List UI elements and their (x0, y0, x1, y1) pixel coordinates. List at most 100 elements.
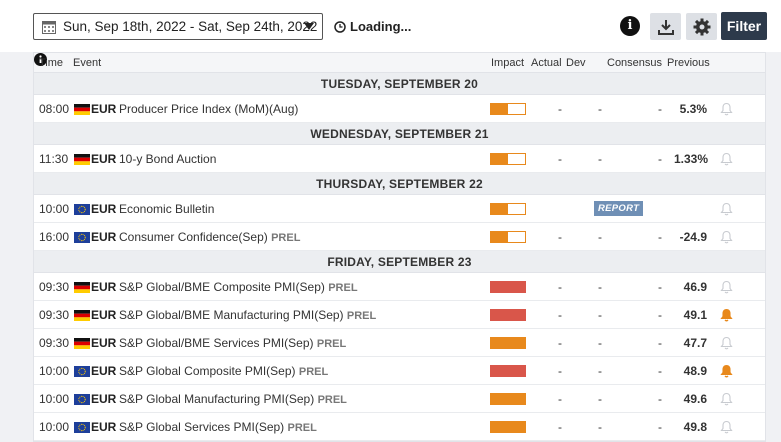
impact-bar (490, 203, 526, 215)
economic-calendar-table: Time Event Impact Actual Dev Consensus P… (33, 52, 766, 442)
eu-flag-icon (74, 232, 90, 243)
event-name[interactable]: S&P Global/BME Services PMI(Sep) PREL (119, 336, 346, 350)
table-row[interactable]: 11:30 EUR 10-y Bond Auction - - -1.33% (34, 145, 765, 173)
germany-flag-icon (74, 310, 90, 321)
event-time: 09:30 (39, 308, 70, 322)
germany-flag-icon (74, 154, 90, 165)
event-name[interactable]: S&P Global/BME Manufacturing PMI(Sep) PR… (119, 308, 376, 322)
day-header: WEDNESDAY, SEPTEMBER 21 (34, 123, 765, 145)
consensus-value: - (658, 364, 662, 378)
currency-code: EUR (91, 230, 117, 244)
dev-value: - (598, 336, 602, 350)
bell-icon[interactable] (720, 230, 733, 244)
header-event[interactable]: Event (73, 57, 102, 69)
previous-value: 5.3% (679, 102, 707, 116)
header-previous[interactable]: Previous (667, 57, 710, 69)
bell-icon[interactable] (720, 102, 733, 116)
bell-active-icon[interactable] (720, 308, 733, 322)
header-time[interactable]: Time (39, 57, 64, 69)
event-title[interactable]: Producer Price Index (MoM)(Aug) (119, 102, 299, 116)
actual-value: - (558, 336, 562, 350)
impact-bar (490, 421, 526, 433)
loading-text: Loading... (350, 19, 412, 34)
currency-code: EUR (91, 392, 117, 406)
event-name[interactable]: S&P Global/BME Composite PMI(Sep) PREL (119, 280, 358, 294)
impact-bar (490, 281, 526, 293)
prel-badge: PREL (298, 366, 329, 378)
event-time: 10:00 (39, 202, 70, 216)
germany-flag-icon (74, 338, 90, 349)
actual-value: - (558, 102, 562, 116)
actual-value: - (558, 230, 562, 244)
impact-bar (490, 365, 526, 377)
table-row[interactable]: 09:30 EUR S&P Global/BME Composite PMI(Sep… (34, 273, 765, 301)
bell-icon[interactable] (720, 202, 733, 216)
header-actual[interactable]: Actual (531, 57, 562, 69)
table-row[interactable]: 09:30 EUR S&P Global/BME Manufacturing PMI… (34, 301, 765, 329)
event-name[interactable]: 10-y Bond Auction (119, 152, 216, 166)
previous-value: 49.6 (683, 392, 707, 406)
table-row[interactable]: 08:00 EUR Producer Price Index (MoM)(Aug) -… (34, 95, 765, 123)
event-title[interactable]: Economic Bulletin (119, 202, 215, 216)
download-icon (657, 19, 674, 35)
currency-code: EUR (91, 102, 117, 116)
consensus-value: - (658, 392, 662, 406)
table-row[interactable]: 10:00 EUR S&P Global Services PMI(Sep) PRE… (34, 413, 765, 441)
day-header: FRIDAY, SEPTEMBER 23 (34, 251, 765, 273)
currency-code: EUR (91, 280, 117, 294)
settings-button[interactable] (686, 13, 717, 40)
previous-value: 46.9 (683, 280, 707, 294)
filter-button[interactable]: Filter (721, 12, 767, 40)
prel-badge: PREL (287, 422, 317, 434)
event-title[interactable]: 10-y Bond Auction (119, 152, 217, 166)
actual-value: - (558, 364, 562, 378)
bell-icon[interactable] (720, 420, 733, 434)
event-name[interactable]: Consumer Confidence(Sep) PREL (119, 230, 300, 244)
event-time: 10:00 (39, 420, 70, 434)
event-title[interactable]: S&P Global Manufacturing PMI(Sep) (119, 392, 315, 406)
event-title[interactable]: S&P Global Services PMI(Sep) (119, 420, 285, 434)
table-row[interactable]: 10:00 EUR S&P Global Composite PMI(Sep) PR… (34, 357, 765, 385)
bell-active-icon[interactable] (720, 364, 733, 378)
day-header: TUESDAY, SEPTEMBER 20 (34, 73, 765, 95)
currency-code: EUR (91, 308, 117, 322)
actual-value: - (558, 420, 562, 434)
info-icon[interactable] (34, 53, 47, 66)
event-title[interactable]: S&P Global Composite PMI(Sep) (119, 364, 296, 378)
event-title[interactable]: S&P Global/BME Composite PMI(Sep) (119, 280, 325, 294)
currency-code: EUR (91, 336, 117, 350)
previous-value: 47.7 (683, 336, 707, 350)
table-row[interactable]: 10:00 EUR S&P Global Manufacturing PMI(Sep… (34, 385, 765, 413)
bell-icon[interactable] (720, 336, 733, 350)
event-name[interactable]: S&P Global Services PMI(Sep) PREL (119, 420, 317, 434)
header-consensus[interactable]: Consensus (607, 57, 663, 69)
bell-icon[interactable] (720, 280, 733, 294)
header-impact[interactable]: Impact (491, 57, 525, 69)
consensus-value: - (658, 102, 662, 116)
event-name[interactable]: Producer Price Index (MoM)(Aug) (119, 102, 298, 116)
consensus-value: - (658, 308, 662, 322)
prel-badge: PREL (346, 310, 377, 322)
actual-value: - (558, 392, 562, 406)
table-row[interactable]: 16:00 EUR Consumer Confidence(Sep) PREL - - -… (34, 223, 765, 251)
info-button[interactable]: i (620, 16, 640, 36)
event-title[interactable]: S&P Global/BME Manufacturing PMI(Sep) (119, 308, 344, 322)
impact-fill (491, 282, 525, 292)
download-button[interactable] (650, 13, 681, 40)
table-row[interactable]: 09:30 EUR S&P Global/BME Services PMI(Sep)… (34, 329, 765, 357)
calendar-icon (42, 20, 56, 34)
event-name[interactable]: Economic Bulletin (119, 202, 214, 216)
event-title[interactable]: S&P Global/BME Services PMI(Sep) (119, 336, 314, 350)
date-range-picker[interactable]: Sun, Sep 18th, 2022 - Sat, Sep 24th, 202… (33, 13, 323, 40)
bell-icon[interactable] (720, 392, 733, 406)
table-row[interactable]: 10:00 EUR Economic Bulletin REPORT (34, 195, 765, 223)
event-title[interactable]: Consumer Confidence(Sep) (119, 230, 268, 244)
date-range-text: Sun, Sep 18th, 2022 - Sat, Sep 24th, 202… (63, 19, 318, 34)
report-badge[interactable]: REPORT (594, 201, 644, 216)
toolbar: Sun, Sep 18th, 2022 - Sat, Sep 24th, 202… (0, 0, 781, 52)
event-name[interactable]: S&P Global Composite PMI(Sep) PREL (119, 364, 328, 378)
event-name[interactable]: S&P Global Manufacturing PMI(Sep) PREL (119, 392, 347, 406)
impact-fill (491, 366, 525, 376)
bell-icon[interactable] (720, 152, 733, 166)
header-dev[interactable]: Dev (566, 57, 586, 69)
